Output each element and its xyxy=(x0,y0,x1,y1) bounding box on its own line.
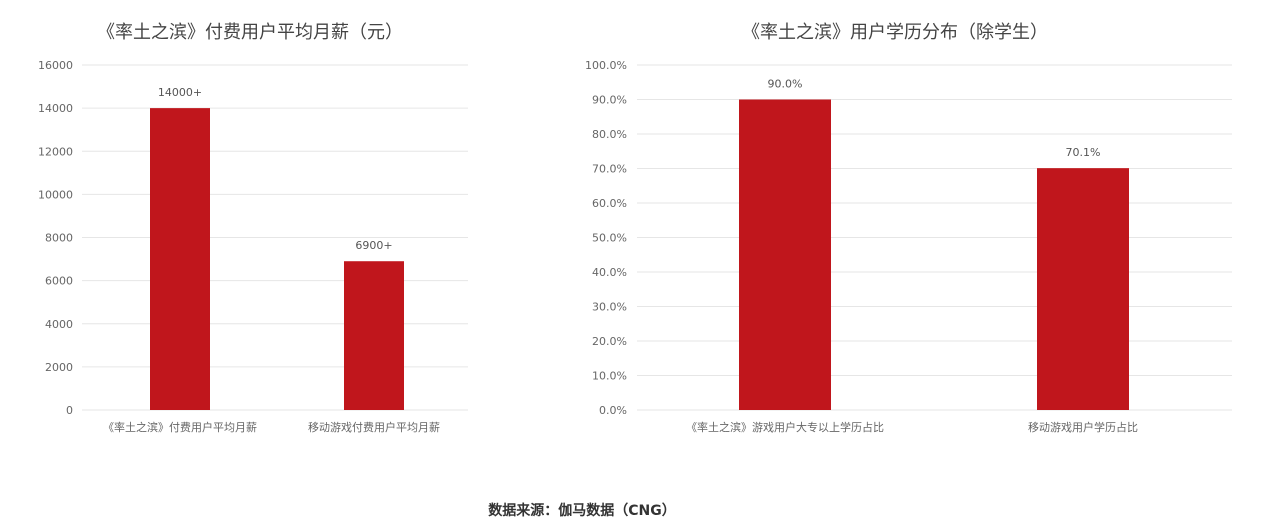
chart-title-salary: 《率土之滨》付费用户平均月薪（元） xyxy=(97,22,403,43)
salary-y-tick-label: 10000 xyxy=(38,188,73,201)
education-y-tick-label: 50.0% xyxy=(592,232,627,245)
education-y-tick-label: 40.0% xyxy=(592,266,627,279)
chart-title-education: 《率土之滨》用户学历分布（除学生） xyxy=(742,22,1048,43)
education-y-tick-label: 100.0% xyxy=(585,59,627,72)
data-source-note: 数据来源：伽马数据（CNG） xyxy=(488,502,675,519)
education-bar-2 xyxy=(1037,168,1129,410)
salary-category-label-2: 移动游戏付费用户平均月薪 xyxy=(308,420,440,434)
salary-category-label-1: 《率土之滨》付费用户平均月薪 xyxy=(103,420,257,434)
education-data-label-2: 70.1% xyxy=(1066,146,1101,159)
education-bar-1 xyxy=(739,99,831,410)
salary-y-tick-label: 14000 xyxy=(38,102,73,115)
salary-y-tick-label: 12000 xyxy=(38,145,73,158)
salary-y-tick-label: 8000 xyxy=(45,232,73,245)
education-y-tick-label: 30.0% xyxy=(592,301,627,314)
education-y-tick-label: 10.0% xyxy=(592,370,627,383)
salary-bar-chart: 0 2000 4000 6000 8000 10000 12000 14000 16000 140… xyxy=(38,59,468,434)
salary-bar-2 xyxy=(344,261,404,410)
education-category-label-1: 《率土之滨》游戏用户大专以上学历占比 xyxy=(686,420,884,434)
education-y-tick-label: 70.0% xyxy=(592,163,627,176)
education-y-tick-label: 60.0% xyxy=(592,197,627,210)
salary-y-tick-label: 2000 xyxy=(45,361,73,374)
education-y-tick-label: 80.0% xyxy=(592,128,627,141)
salary-y-tick-label: 0 xyxy=(66,404,73,417)
salary-data-label-2: 6900+ xyxy=(355,239,392,252)
salary-y-tick-label: 4000 xyxy=(45,318,73,331)
education-y-tick-label: 90.0% xyxy=(592,94,627,107)
education-category-label-2: 移动游戏用户学历占比 xyxy=(1028,420,1138,434)
education-bar-chart: 0.0% 10.0% 20.0% 30.0% 40.0% 50.0% 60.0% 70.0% 8… xyxy=(585,59,1232,434)
education-y-tick-label: 0.0% xyxy=(599,404,627,417)
salary-y-tick-label: 16000 xyxy=(38,59,73,72)
education-y-tick-label: 20.0% xyxy=(592,335,627,348)
salary-data-label-1: 14000+ xyxy=(158,86,202,99)
education-data-label-1: 90.0% xyxy=(768,78,803,91)
salary-bar-1 xyxy=(150,108,210,410)
salary-y-tick-label: 6000 xyxy=(45,275,73,288)
